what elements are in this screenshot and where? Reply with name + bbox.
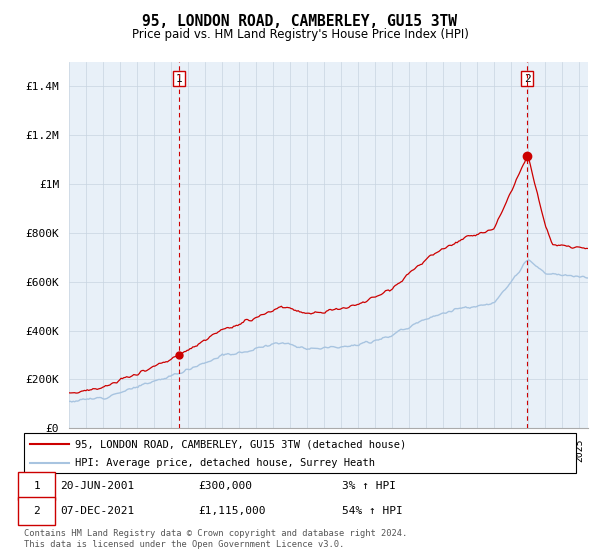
Text: 07-DEC-2021: 07-DEC-2021 [60, 506, 134, 516]
Text: HPI: Average price, detached house, Surrey Heath: HPI: Average price, detached house, Surr… [75, 458, 375, 468]
Text: 20-JUN-2001: 20-JUN-2001 [60, 480, 134, 491]
Text: 1: 1 [176, 74, 182, 83]
Text: 54% ↑ HPI: 54% ↑ HPI [342, 506, 403, 516]
Text: 1: 1 [33, 480, 40, 491]
Text: 3% ↑ HPI: 3% ↑ HPI [342, 480, 396, 491]
Text: 2: 2 [33, 506, 40, 516]
Text: 2: 2 [524, 74, 530, 83]
Text: 95, LONDON ROAD, CAMBERLEY, GU15 3TW: 95, LONDON ROAD, CAMBERLEY, GU15 3TW [143, 14, 458, 29]
Text: £1,115,000: £1,115,000 [198, 506, 265, 516]
Text: 95, LONDON ROAD, CAMBERLEY, GU15 3TW (detached house): 95, LONDON ROAD, CAMBERLEY, GU15 3TW (de… [75, 439, 406, 449]
Text: Contains HM Land Registry data © Crown copyright and database right 2024.
This d: Contains HM Land Registry data © Crown c… [24, 529, 407, 549]
Text: £300,000: £300,000 [198, 480, 252, 491]
Text: Price paid vs. HM Land Registry's House Price Index (HPI): Price paid vs. HM Land Registry's House … [131, 28, 469, 41]
